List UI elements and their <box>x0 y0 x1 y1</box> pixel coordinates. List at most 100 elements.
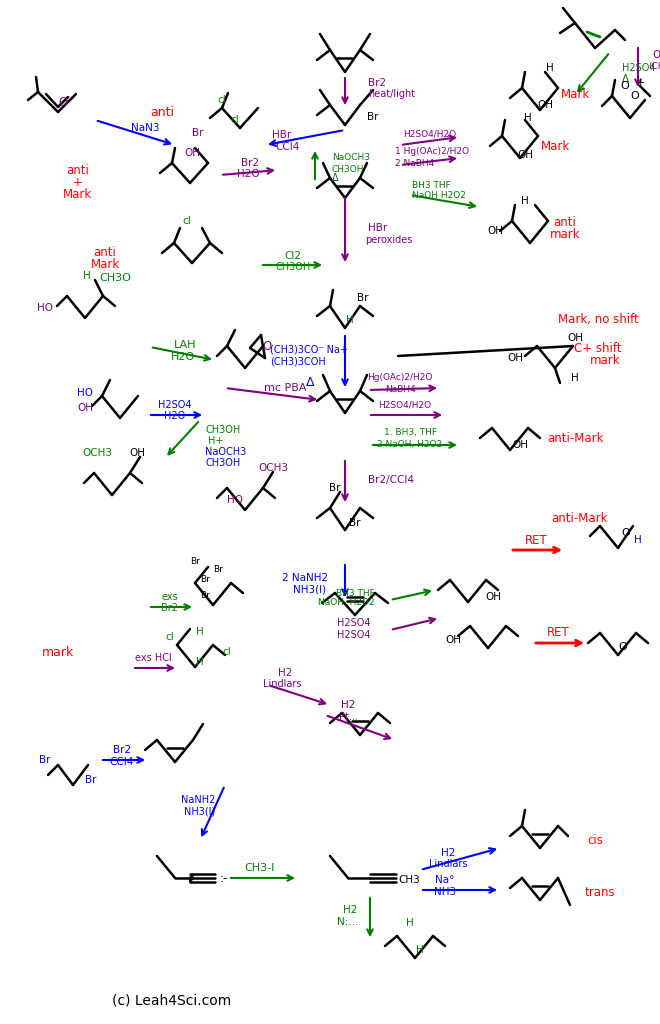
Text: OH: OH <box>507 353 523 362</box>
Text: HO: HO <box>37 303 53 313</box>
Text: O: O <box>622 528 630 538</box>
Text: trans: trans <box>585 887 615 899</box>
Text: O: O <box>263 340 272 352</box>
Text: OH: OH <box>487 226 503 236</box>
Text: CCl4: CCl4 <box>276 142 300 152</box>
Text: OCH3: OCH3 <box>82 449 112 458</box>
Text: cl: cl <box>166 632 174 642</box>
Text: N:...: N:... <box>337 918 359 927</box>
Text: H: H <box>196 627 204 637</box>
Text: Mark: Mark <box>541 139 570 153</box>
Text: H2: H2 <box>441 848 455 858</box>
Text: anti: anti <box>94 247 116 259</box>
Text: OCH3: OCH3 <box>258 463 288 473</box>
Text: OH: OH <box>184 148 200 158</box>
Text: H2SO4: H2SO4 <box>622 63 655 73</box>
Text: cl: cl <box>222 647 232 657</box>
Text: Br: Br <box>39 755 51 765</box>
Text: Mark: Mark <box>90 258 119 271</box>
Text: cl: cl <box>183 216 191 226</box>
Text: Cl2: Cl2 <box>284 251 302 261</box>
Text: OH: OH <box>512 440 528 450</box>
Text: OH: OH <box>517 150 533 160</box>
Text: anti-Mark: anti-Mark <box>546 431 603 444</box>
Text: H: H <box>196 657 204 667</box>
Text: HBr: HBr <box>273 130 292 140</box>
Text: CH3OH: CH3OH <box>275 262 311 272</box>
Text: H2SO4: H2SO4 <box>158 400 192 410</box>
Text: 2 NaBH4: 2 NaBH4 <box>395 159 434 168</box>
Text: CH3O: CH3O <box>99 273 131 283</box>
Text: C+ shift: C+ shift <box>574 341 622 354</box>
Text: peroxides: peroxides <box>365 234 412 245</box>
Text: Mark, no shift: Mark, no shift <box>558 313 638 327</box>
Text: NH3(l): NH3(l) <box>294 585 327 595</box>
Text: Br: Br <box>200 591 210 599</box>
Text: mark: mark <box>550 227 580 241</box>
Text: 2 NaOH, H2O2: 2 NaOH, H2O2 <box>378 439 443 449</box>
Text: OH: OH <box>537 100 553 110</box>
Text: CH3OH: CH3OH <box>205 425 240 435</box>
Text: NaN3: NaN3 <box>131 123 159 133</box>
Text: Δ: Δ <box>622 74 629 84</box>
Text: NaOCH3: NaOCH3 <box>205 447 246 457</box>
Text: H2O: H2O <box>237 169 259 179</box>
Text: +: + <box>636 78 645 88</box>
Text: H: H <box>83 271 91 281</box>
Text: RET: RET <box>525 534 547 547</box>
Text: H: H <box>416 945 424 955</box>
Text: CH3-I: CH3-I <box>245 863 275 873</box>
Text: (CH3)2S: (CH3)2S <box>648 62 660 72</box>
Text: H2: H2 <box>343 905 357 915</box>
Text: mark: mark <box>589 353 620 367</box>
Text: Lindlars: Lindlars <box>429 859 467 869</box>
Text: H2SO4/H2O: H2SO4/H2O <box>378 400 432 410</box>
Text: NaNH2: NaNH2 <box>181 795 215 805</box>
Text: NaBH4: NaBH4 <box>385 384 415 393</box>
Text: NaOCH3: NaOCH3 <box>332 154 370 163</box>
Text: :-: :- <box>220 871 228 885</box>
Text: NH3(l): NH3(l) <box>184 807 216 817</box>
Text: anti: anti <box>554 215 576 228</box>
Text: (CH3)3COH: (CH3)3COH <box>270 357 326 367</box>
Text: Mark: Mark <box>560 88 589 101</box>
Text: (CH3)3CO⁻ Na+: (CH3)3CO⁻ Na+ <box>270 345 348 355</box>
Text: Br2: Br2 <box>368 78 386 88</box>
Text: exs: exs <box>162 592 178 602</box>
Text: H2O: H2O <box>171 352 195 362</box>
Text: H: H <box>524 113 532 123</box>
Text: Δ: Δ <box>332 173 339 183</box>
Text: mark: mark <box>42 646 74 659</box>
Text: CH3OH: CH3OH <box>205 458 240 468</box>
Text: O3: O3 <box>652 50 660 60</box>
Text: Pt...: Pt... <box>339 712 358 722</box>
Text: Br2: Br2 <box>162 603 178 613</box>
Text: Br: Br <box>85 775 97 785</box>
Text: cl: cl <box>230 115 240 125</box>
Text: H2O: H2O <box>164 411 185 421</box>
Text: Br: Br <box>367 112 378 122</box>
Text: OH: OH <box>129 449 145 458</box>
Text: heat/light: heat/light <box>368 89 415 99</box>
Text: Hg(OAc)2/H2O: Hg(OAc)2/H2O <box>368 374 433 383</box>
Text: Br2: Br2 <box>113 745 131 755</box>
Text: NaOH H2O2: NaOH H2O2 <box>412 191 466 201</box>
Text: anti: anti <box>150 105 174 119</box>
Text: H: H <box>406 918 414 928</box>
Text: NH3: NH3 <box>434 887 456 897</box>
Text: Lindlars: Lindlars <box>263 679 301 689</box>
Text: (c) Leah4Sci.com: (c) Leah4Sci.com <box>112 993 231 1007</box>
Text: anti: anti <box>67 164 90 176</box>
Text: H2SO4: H2SO4 <box>337 630 370 640</box>
Text: H2: H2 <box>278 668 292 678</box>
Text: Br: Br <box>213 565 223 574</box>
Text: H: H <box>571 373 579 383</box>
Text: exs HCl: exs HCl <box>135 653 172 663</box>
Text: Br: Br <box>200 575 210 585</box>
Text: CCl4: CCl4 <box>110 757 134 767</box>
Text: HO: HO <box>77 388 93 398</box>
Text: H: H <box>346 315 354 325</box>
Text: H: H <box>546 63 554 73</box>
Text: mc PBA: mc PBA <box>264 383 306 393</box>
Text: BH3 THF: BH3 THF <box>336 589 375 597</box>
